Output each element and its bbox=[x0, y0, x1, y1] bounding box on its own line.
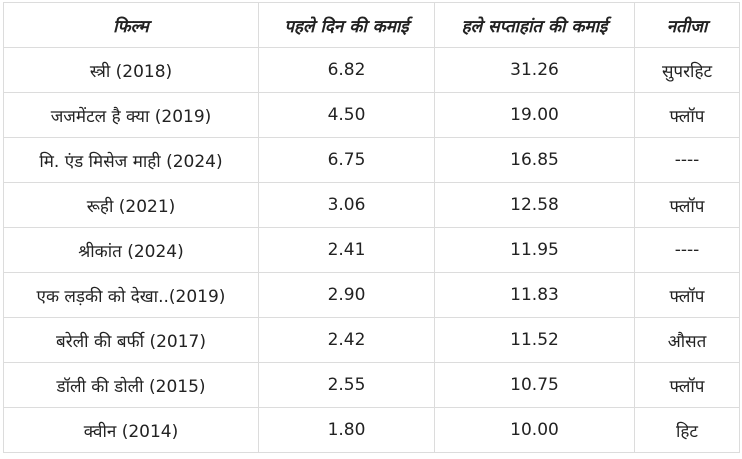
cell-first-day: 2.90 bbox=[258, 272, 435, 318]
cell-first-weekend: 16.85 bbox=[434, 137, 635, 183]
cell-result: फ्लॉप bbox=[634, 182, 740, 228]
table-header-row: फिल्म पहले दिन की कमाई हले सप्ताहांत की … bbox=[3, 2, 740, 48]
table-row: रूही (2021) 3.06 12.58 फ्लॉप bbox=[3, 182, 740, 228]
cell-first-weekend: 11.83 bbox=[434, 272, 635, 318]
cell-first-weekend: 11.52 bbox=[434, 317, 635, 363]
cell-first-day: 2.42 bbox=[258, 317, 435, 363]
table-row: बरेली की बर्फी (2017) 2.42 11.52 औसत bbox=[3, 317, 740, 363]
cell-film: रूही (2021) bbox=[3, 182, 259, 228]
cell-first-day: 6.82 bbox=[258, 47, 435, 93]
cell-film: मि. एंड मिसेज माही (2024) bbox=[3, 137, 259, 183]
cell-result: हिट bbox=[634, 407, 740, 453]
cell-result: फ्लॉप bbox=[634, 272, 740, 318]
cell-film: बरेली की बर्फी (2017) bbox=[3, 317, 259, 363]
cell-first-weekend: 12.58 bbox=[434, 182, 635, 228]
cell-result: फ्लॉप bbox=[634, 92, 740, 138]
cell-first-weekend: 10.75 bbox=[434, 362, 635, 408]
cell-first-weekend: 19.00 bbox=[434, 92, 635, 138]
cell-first-day: 3.06 bbox=[258, 182, 435, 228]
header-first-day: पहले दिन की कमाई bbox=[258, 2, 435, 48]
table-row: श्रीकांत (2024) 2.41 11.95 ---- bbox=[3, 227, 740, 273]
table-row: स्त्री (2018) 6.82 31.26 सुपरहिट bbox=[3, 47, 740, 93]
cell-first-day: 2.55 bbox=[258, 362, 435, 408]
cell-first-weekend: 10.00 bbox=[434, 407, 635, 453]
box-office-table: फिल्म पहले दिन की कमाई हले सप्ताहांत की … bbox=[3, 2, 740, 453]
cell-film: डॉली की डोली (2015) bbox=[3, 362, 259, 408]
cell-film: एक लड़की को देखा..(2019) bbox=[3, 272, 259, 318]
cell-first-weekend: 11.95 bbox=[434, 227, 635, 273]
cell-first-day: 2.41 bbox=[258, 227, 435, 273]
cell-film: जजमेंटल है क्या (2019) bbox=[3, 92, 259, 138]
cell-first-day: 4.50 bbox=[258, 92, 435, 138]
cell-first-weekend: 31.26 bbox=[434, 47, 635, 93]
cell-result: सुपरहिट bbox=[634, 47, 740, 93]
cell-film: क्वीन (2014) bbox=[3, 407, 259, 453]
cell-film: स्त्री (2018) bbox=[3, 47, 259, 93]
table-row: क्वीन (2014) 1.80 10.00 हिट bbox=[3, 407, 740, 453]
table-row: एक लड़की को देखा..(2019) 2.90 11.83 फ्लॉ… bbox=[3, 272, 740, 318]
table-row: जजमेंटल है क्या (2019) 4.50 19.00 फ्लॉप bbox=[3, 92, 740, 138]
cell-film: श्रीकांत (2024) bbox=[3, 227, 259, 273]
cell-result: फ्लॉप bbox=[634, 362, 740, 408]
cell-first-day: 6.75 bbox=[258, 137, 435, 183]
header-film: फिल्म bbox=[3, 2, 259, 48]
table-row: डॉली की डोली (2015) 2.55 10.75 फ्लॉप bbox=[3, 362, 740, 408]
table-row: मि. एंड मिसेज माही (2024) 6.75 16.85 ---… bbox=[3, 137, 740, 183]
cell-result: ---- bbox=[634, 137, 740, 183]
cell-result: ---- bbox=[634, 227, 740, 273]
header-first-weekend: हले सप्ताहांत की कमाई bbox=[434, 2, 635, 48]
header-result: नतीजा bbox=[634, 2, 740, 48]
cell-result: औसत bbox=[634, 317, 740, 363]
cell-first-day: 1.80 bbox=[258, 407, 435, 453]
